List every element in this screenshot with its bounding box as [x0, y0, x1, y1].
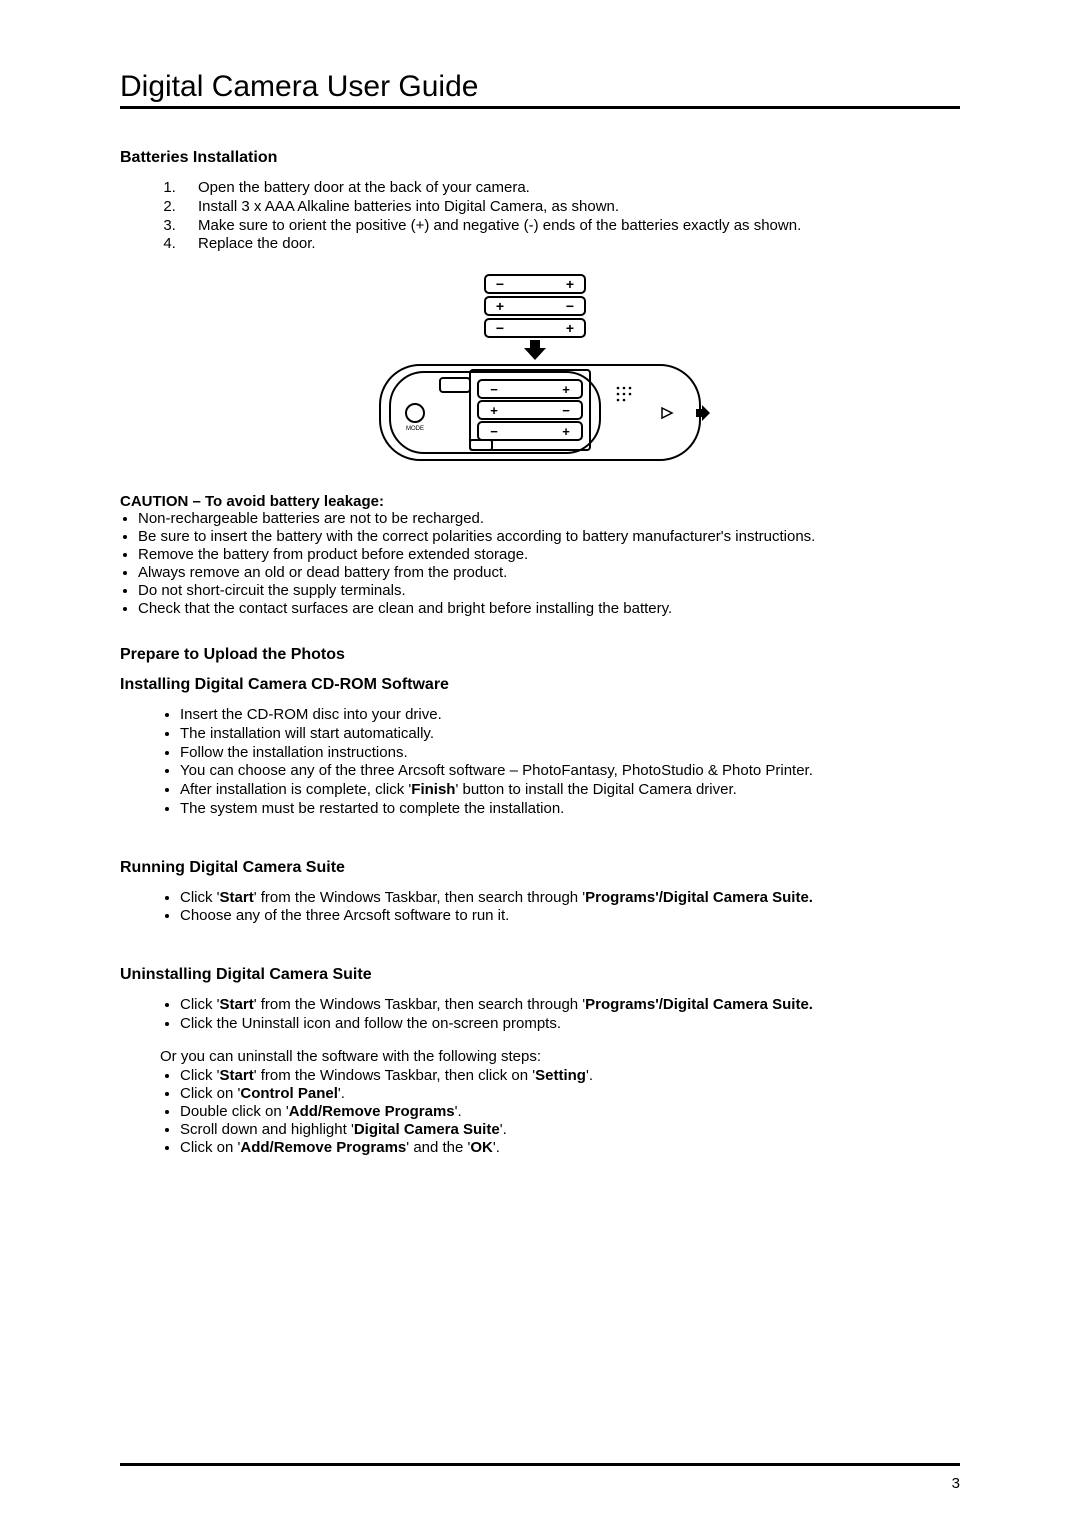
svg-text:−: − — [490, 424, 498, 439]
svg-text:+: + — [562, 382, 570, 397]
list-item: Open the battery door at the back of you… — [180, 179, 960, 198]
uninstall-list-b: Click 'Start' from the Windows Taskbar, … — [180, 1067, 960, 1157]
bold-text: Programs'/Digital Camera Suite. — [585, 996, 813, 1013]
text: '. — [586, 1067, 593, 1084]
bold-text: Control Panel — [240, 1085, 338, 1102]
bold-text: Add/Remove Programs — [289, 1103, 455, 1120]
list-item: Click 'Start' from the Windows Taskbar, … — [180, 1067, 960, 1085]
battery-diagram: − + + − − + — [120, 270, 960, 475]
text: '. — [338, 1085, 345, 1102]
list-item: Always remove an old or dead battery fro… — [138, 564, 960, 582]
bold-text: Programs'/Digital Camera Suite. — [585, 889, 813, 906]
list-item: Make sure to orient the positive (+) and… — [180, 217, 960, 236]
section-uninstall-heading: Uninstalling Digital Camera Suite — [120, 966, 960, 984]
text: Click ' — [180, 996, 220, 1013]
list-item: Install 3 x AAA Alkaline batteries into … — [180, 198, 960, 217]
text: Click on ' — [180, 1085, 240, 1102]
footer-rule — [120, 1463, 960, 1466]
svg-text:−: − — [566, 298, 574, 314]
text: ' and the ' — [406, 1139, 470, 1156]
text: ' from the Windows Taskbar, then search … — [254, 996, 585, 1013]
install-list: Insert the CD-ROM disc into your drive. … — [180, 706, 960, 819]
svg-text:+: + — [566, 320, 574, 336]
text: Double click on ' — [180, 1103, 289, 1120]
mode-label: MODE — [406, 426, 424, 432]
bold-text: Digital Camera Suite — [354, 1121, 500, 1138]
svg-text:+: + — [566, 276, 574, 292]
uninstall-list-a: Click 'Start' from the Windows Taskbar, … — [180, 996, 960, 1034]
text: Click ' — [180, 889, 220, 906]
bold-text: Start — [220, 889, 254, 906]
caution-heading: CAUTION – To avoid battery leakage: — [120, 493, 960, 510]
list-item: After installation is complete, click 'F… — [180, 781, 960, 800]
svg-text:−: − — [562, 403, 570, 418]
running-list: Click 'Start' from the Windows Taskbar, … — [180, 889, 960, 927]
section-running-heading: Running Digital Camera Suite — [120, 859, 960, 877]
list-item: Remove the battery from product before e… — [138, 546, 960, 564]
list-item: You can choose any of the three Arcsoft … — [180, 762, 960, 781]
text: Click ' — [180, 1067, 220, 1084]
list-item: Be sure to insert the battery with the c… — [138, 528, 960, 546]
text: ' from the Windows Taskbar, then search … — [254, 889, 585, 906]
text: ' from the Windows Taskbar, then click o… — [254, 1067, 535, 1084]
bold-text: Start — [220, 996, 254, 1013]
list-item: Do not short-circuit the supply terminal… — [138, 582, 960, 600]
text: Scroll down and highlight ' — [180, 1121, 354, 1138]
svg-text:−: − — [496, 276, 504, 292]
svg-text:−: − — [496, 320, 504, 336]
list-item: Click on 'Add/Remove Programs' and the '… — [180, 1139, 960, 1157]
svg-text:+: + — [562, 424, 570, 439]
text: '. — [455, 1103, 462, 1120]
section-prepare-heading: Prepare to Upload the Photos — [120, 646, 960, 664]
bold-text: Setting — [535, 1067, 586, 1084]
bold-text: Finish — [411, 781, 455, 798]
list-item: Click 'Start' from the Windows Taskbar, … — [180, 996, 960, 1015]
caution-list: Non-rechargeable batteries are not to be… — [138, 510, 960, 618]
page: Digital Camera User Guide Batteries Inst… — [0, 0, 1080, 1526]
list-item: Click the Uninstall icon and follow the … — [180, 1015, 960, 1034]
page-number: 3 — [952, 1475, 960, 1492]
list-item: Double click on 'Add/Remove Programs'. — [180, 1103, 960, 1121]
section-batteries-heading: Batteries Installation — [120, 149, 960, 167]
list-item: The system must be restarted to complete… — [180, 800, 960, 819]
svg-text:−: − — [490, 382, 498, 397]
list-item: Check that the contact surfaces are clea… — [138, 600, 960, 618]
text: '. — [493, 1139, 500, 1156]
list-item: Follow the installation instructions. — [180, 744, 960, 763]
text: ' button to install the Digital Camera d… — [455, 781, 736, 798]
bold-text: Start — [220, 1067, 254, 1084]
bold-text: Add/Remove Programs — [240, 1139, 406, 1156]
section-install-heading: Installing Digital Camera CD-ROM Softwar… — [120, 676, 960, 694]
svg-text:+: + — [496, 298, 504, 314]
uninstall-or-text: Or you can uninstall the software with t… — [160, 1048, 960, 1065]
list-item: Non-rechargeable batteries are not to be… — [138, 510, 960, 528]
text: '. — [500, 1121, 507, 1138]
doc-title: Digital Camera User Guide — [120, 70, 960, 109]
list-item: Click on 'Control Panel'. — [180, 1085, 960, 1103]
list-item: Replace the door. — [180, 235, 960, 254]
text: After installation is complete, click ' — [180, 781, 411, 798]
list-item: Insert the CD-ROM disc into your drive. — [180, 706, 960, 725]
list-item: The installation will start automaticall… — [180, 725, 960, 744]
list-item: Scroll down and highlight 'Digital Camer… — [180, 1121, 960, 1139]
svg-text:+: + — [490, 403, 498, 418]
list-item: Click 'Start' from the Windows Taskbar, … — [180, 889, 960, 908]
battery-diagram-svg: − + + − − + — [370, 270, 710, 470]
text: Click on ' — [180, 1139, 240, 1156]
bold-text: OK — [470, 1139, 493, 1156]
battery-steps-list: Open the battery door at the back of you… — [180, 179, 960, 254]
list-item: Choose any of the three Arcsoft software… — [180, 907, 960, 926]
